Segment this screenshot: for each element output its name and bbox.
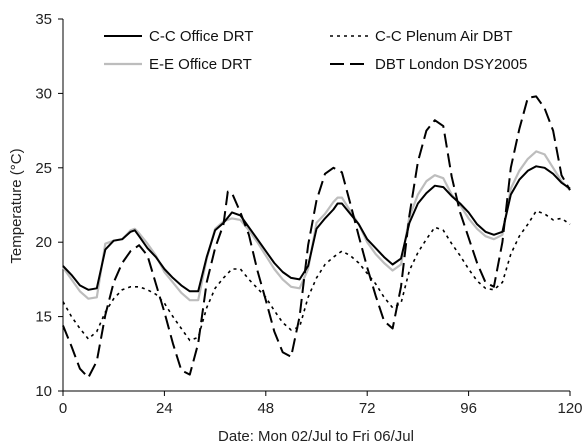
series-lines xyxy=(62,95,571,379)
x-tick-label: 0 xyxy=(59,400,67,417)
x-tick-label: 24 xyxy=(156,400,173,417)
axes: 10 15 20 25 30 35 0 24 48 72 96 120 xyxy=(35,11,582,417)
y-tick-label: 10 xyxy=(35,383,52,400)
series-line-3 xyxy=(62,95,571,379)
series-line-0 xyxy=(62,165,571,293)
y-tick-label: 15 xyxy=(35,309,52,326)
y-tick-label: 20 xyxy=(35,234,52,251)
y-tick-label: 30 xyxy=(35,85,52,102)
legend-label: DBT London DSY2005 xyxy=(375,56,527,73)
y-tick-label: 25 xyxy=(35,160,52,177)
x-tick-label: 96 xyxy=(460,400,477,417)
x-tick-label: 120 xyxy=(557,400,582,417)
legend-label: C-C Plenum Air DBT xyxy=(375,28,513,45)
x-tick-label: 72 xyxy=(359,400,376,417)
series-line-2 xyxy=(62,210,571,342)
legend: C-C Office DRT C-C Plenum Air DBT E-E Offi… xyxy=(104,28,527,73)
legend-label: C-C Office DRT xyxy=(149,28,253,45)
y-axis-title: Temperature (°C) xyxy=(8,148,25,263)
x-tick-label: 48 xyxy=(257,400,274,417)
x-axis-title: Date: Mon 02/Jul to Fri 06/Jul xyxy=(218,428,414,445)
series-line-1 xyxy=(62,150,571,302)
y-tick-label: 35 xyxy=(35,11,52,28)
legend-label: E-E Office DRT xyxy=(149,56,252,73)
